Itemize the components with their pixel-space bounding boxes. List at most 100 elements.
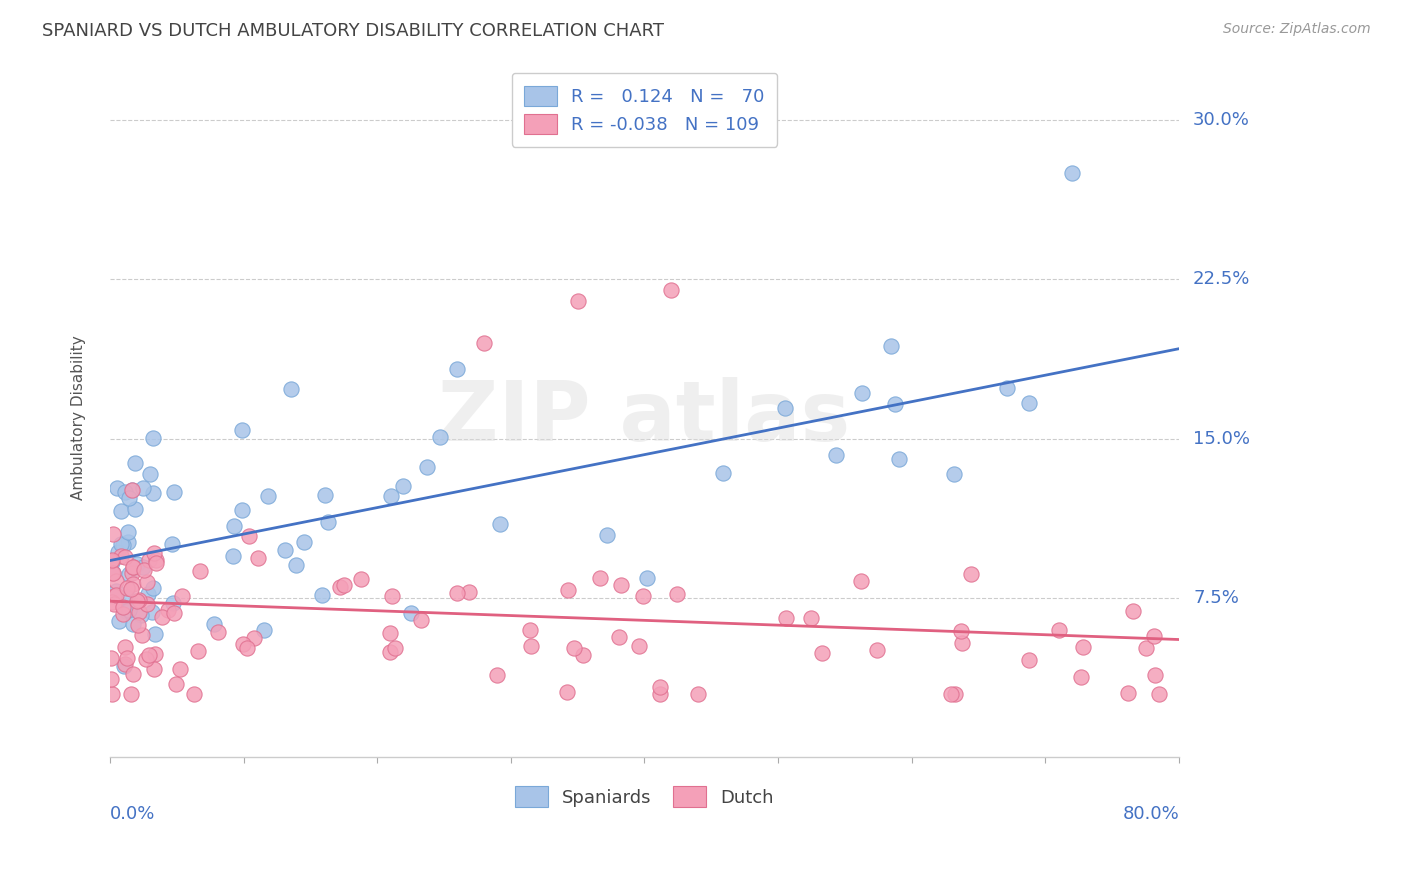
Point xyxy=(380,489,402,503)
Point xyxy=(121,617,143,632)
Point xyxy=(883,397,905,411)
Point xyxy=(170,589,193,603)
Point xyxy=(114,550,136,565)
Point xyxy=(118,603,141,617)
Point xyxy=(104,574,127,588)
Point xyxy=(381,589,404,603)
Point xyxy=(124,456,146,470)
Point xyxy=(157,603,180,617)
Point xyxy=(665,586,688,600)
Point xyxy=(115,651,138,665)
Point xyxy=(145,552,167,566)
Point xyxy=(103,566,125,580)
Point xyxy=(243,632,266,646)
Point xyxy=(1135,640,1157,655)
Point xyxy=(409,613,432,627)
Point xyxy=(659,283,682,297)
Text: Source: ZipAtlas.com: Source: ZipAtlas.com xyxy=(1223,22,1371,37)
Text: ZIP atlas: ZIP atlas xyxy=(439,377,851,458)
Point xyxy=(889,452,911,467)
Point xyxy=(824,448,846,462)
Point xyxy=(118,491,141,505)
Point xyxy=(110,537,132,551)
Point xyxy=(773,401,796,416)
Point xyxy=(188,564,211,578)
Point xyxy=(101,595,124,609)
Point xyxy=(132,564,155,578)
Point xyxy=(100,553,122,567)
Point xyxy=(124,501,146,516)
Point xyxy=(112,607,135,621)
Y-axis label: Ambulatory Disability: Ambulatory Disability xyxy=(72,335,86,500)
Point xyxy=(120,687,142,701)
Legend: Spaniards, Dutch: Spaniards, Dutch xyxy=(506,778,783,816)
Point xyxy=(1071,640,1094,654)
Point xyxy=(314,488,336,502)
Point xyxy=(610,577,633,591)
Point xyxy=(392,479,415,493)
Point xyxy=(384,640,406,655)
Text: 30.0%: 30.0% xyxy=(1194,111,1250,129)
Point xyxy=(122,577,145,591)
Point xyxy=(519,623,541,637)
Point xyxy=(800,611,823,625)
Point xyxy=(163,484,186,499)
Point xyxy=(1018,396,1040,410)
Point xyxy=(207,624,229,639)
Point xyxy=(238,529,260,543)
Point xyxy=(142,581,165,595)
Point xyxy=(1143,629,1166,643)
Point xyxy=(128,592,150,607)
Point xyxy=(416,460,439,475)
Point xyxy=(1122,604,1144,618)
Point xyxy=(160,537,183,551)
Point xyxy=(253,623,276,637)
Point xyxy=(446,586,468,600)
Point xyxy=(943,687,966,701)
Point xyxy=(131,628,153,642)
Point xyxy=(562,641,585,656)
Point xyxy=(1147,687,1170,701)
Point xyxy=(121,667,143,681)
Point xyxy=(165,677,187,691)
Point xyxy=(399,606,422,620)
Point xyxy=(112,659,135,673)
Point xyxy=(150,610,173,624)
Point xyxy=(256,489,278,503)
Point xyxy=(202,617,225,632)
Point xyxy=(1070,670,1092,684)
Point xyxy=(114,485,136,500)
Point xyxy=(143,626,166,640)
Point xyxy=(163,606,186,620)
Point xyxy=(162,596,184,610)
Point xyxy=(131,607,153,622)
Point xyxy=(101,555,124,569)
Point xyxy=(221,549,243,564)
Point xyxy=(138,553,160,567)
Text: 80.0%: 80.0% xyxy=(1122,805,1180,823)
Point xyxy=(110,549,132,564)
Point xyxy=(114,657,136,671)
Point xyxy=(115,604,138,618)
Point xyxy=(607,630,630,644)
Point xyxy=(141,606,163,620)
Point xyxy=(429,430,451,444)
Point xyxy=(350,572,373,586)
Point xyxy=(1143,668,1166,682)
Point xyxy=(142,431,165,445)
Point xyxy=(121,560,143,574)
Point xyxy=(138,586,160,600)
Point xyxy=(943,467,966,482)
Point xyxy=(224,519,246,533)
Point xyxy=(959,566,981,581)
Point xyxy=(329,580,352,594)
Point xyxy=(596,528,619,542)
Point xyxy=(1047,624,1070,638)
Point xyxy=(636,571,658,585)
Point xyxy=(810,646,832,660)
Point xyxy=(100,554,122,568)
Point xyxy=(311,588,333,602)
Point xyxy=(138,648,160,663)
Point xyxy=(880,339,903,353)
Point xyxy=(231,424,253,438)
